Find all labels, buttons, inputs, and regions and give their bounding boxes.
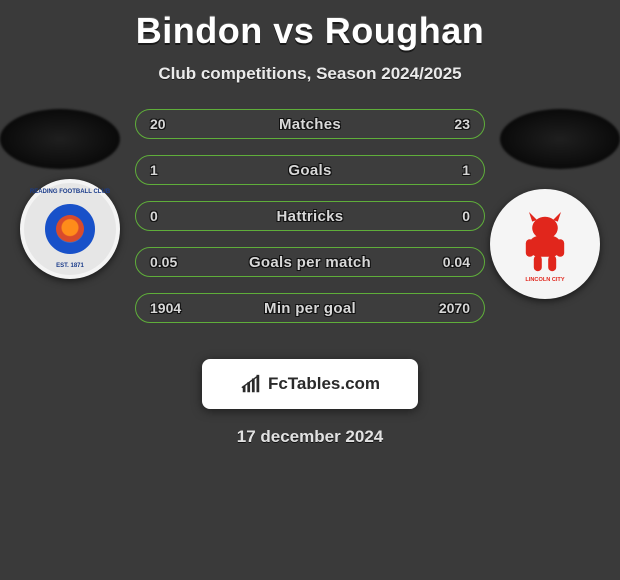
stat-label: Min per goal <box>264 300 356 317</box>
badge-right-caption: LINCOLN CITY <box>525 277 564 283</box>
date-line: 17 december 2024 <box>0 427 620 447</box>
comparison-panel: READING FOOTBALL CLUB EST. 1871 LINCOLN … <box>0 109 620 459</box>
stat-value-left: 0 <box>150 208 158 224</box>
badge-left-text-top: READING FOOTBALL CLUB <box>30 189 110 195</box>
stats-list: 20 Matches 23 1 Goals 1 0 Hattricks 0 0.05 Goals p… <box>135 109 485 339</box>
reading-crest-icon <box>39 198 101 260</box>
stat-row: 1 Goals 1 <box>135 155 485 185</box>
stat-label: Matches <box>279 116 341 133</box>
stat-row: 0.05 Goals per match 0.04 <box>135 247 485 277</box>
brand-text: FcTables.com <box>268 374 380 394</box>
badge-left-text-bottom: EST. 1871 <box>56 263 84 269</box>
stat-value-left: 20 <box>150 116 166 132</box>
stat-row: 0 Hattricks 0 <box>135 201 485 231</box>
club-badge-right: LINCOLN CITY <box>490 189 600 299</box>
bar-chart-icon <box>240 373 262 395</box>
stat-value-left: 1 <box>150 162 158 178</box>
stat-value-right: 1 <box>462 162 470 178</box>
club-badge-left: READING FOOTBALL CLUB EST. 1871 <box>20 179 120 279</box>
stat-value-right: 0 <box>462 208 470 224</box>
lincoln-imp-icon: LINCOLN CITY <box>505 204 585 284</box>
stat-label: Goals per match <box>249 254 371 271</box>
page-title: Bindon vs Roughan <box>0 0 620 52</box>
stat-value-left: 0.05 <box>150 254 177 270</box>
stat-value-right: 2070 <box>439 300 470 316</box>
stat-row: 20 Matches 23 <box>135 109 485 139</box>
stat-value-right: 23 <box>454 116 470 132</box>
player-left-silhouette <box>0 109 120 169</box>
player-right-silhouette <box>500 109 620 169</box>
brand-box: FcTables.com <box>202 359 418 409</box>
stat-value-left: 1904 <box>150 300 181 316</box>
subtitle: Club competitions, Season 2024/2025 <box>0 64 620 84</box>
stat-value-right: 0.04 <box>443 254 470 270</box>
stat-row: 1904 Min per goal 2070 <box>135 293 485 323</box>
stat-label: Hattricks <box>277 208 344 225</box>
stat-label: Goals <box>288 162 331 179</box>
